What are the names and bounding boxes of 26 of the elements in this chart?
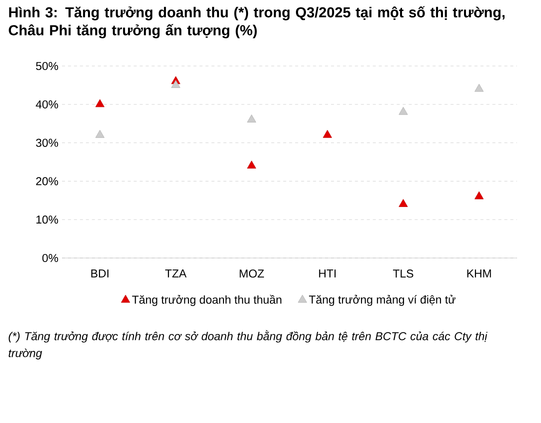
x-tick-label: BDI [91, 270, 108, 278]
y-tick-label: 40% [36, 100, 58, 108]
chart-title: Hình 3: Tăng trưởng doanh thu (*) trong Q3/2025 tại một số thị trường, Châu Phi tăng trưởng ấn tượng (%) [8, 6, 505, 38]
x-tick-label: KHM [467, 270, 491, 278]
legend-label: Tăng trưởng mảng ví điện tử [309, 294, 456, 306]
point [398, 199, 408, 207]
y-tick-label: 30% [36, 138, 58, 147]
y-tick-label: 50% [36, 62, 58, 70]
y-tick-label: 20% [36, 177, 58, 186]
point [247, 114, 256, 122]
y-tick-label: 10% [36, 216, 58, 224]
point [398, 106, 408, 115]
x-tick-label: HTI [319, 270, 336, 278]
point [95, 130, 104, 138]
x-tick-label: TZA [165, 270, 187, 278]
legend-label: Tăng trưởng doanh thu thuần [132, 294, 282, 306]
y-tick-label: 0% [42, 254, 58, 262]
point [322, 130, 332, 138]
point [247, 160, 256, 169]
x-tick-label: MOZ [240, 270, 264, 278]
point [171, 80, 180, 88]
point [474, 84, 484, 92]
point [474, 191, 484, 200]
point [95, 99, 104, 108]
text: (*) Tăng trưởng được tính trên cơ sở doanh thu bằng đồng bản tệ trên BCTC của các Cty thị trường [8, 330, 488, 360]
x-tick-label: TLS [393, 270, 414, 278]
